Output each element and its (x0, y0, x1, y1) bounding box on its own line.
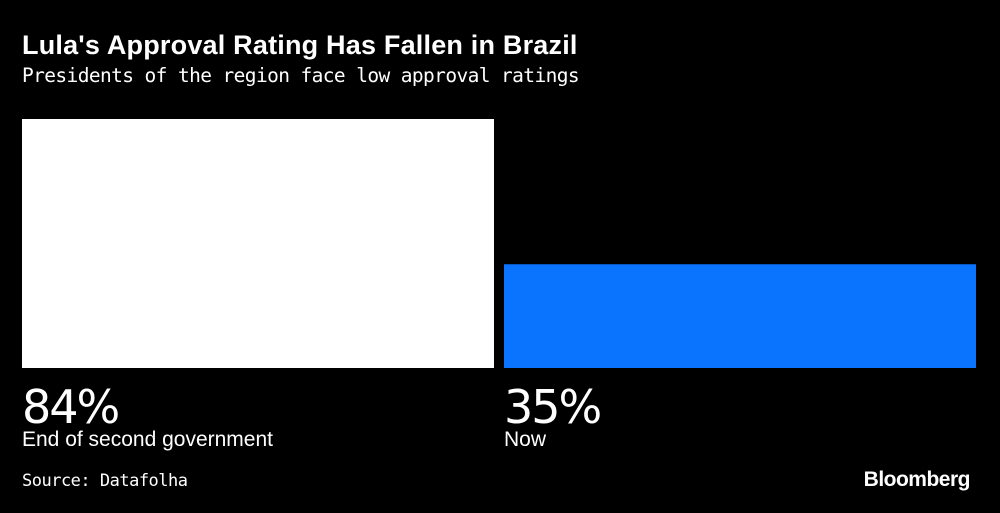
bar-1 (504, 264, 976, 368)
bar-chart: 84%End of second government 35%Now (22, 119, 976, 451)
category-label-0: End of second government (22, 428, 273, 451)
value-label-0: 84% (22, 380, 119, 434)
source-note: Source: Datafolha (22, 471, 188, 491)
bloomberg-logo: Bloomberg (863, 468, 971, 491)
chart-title: Lula's Approval Rating Has Fallen in Bra… (22, 30, 578, 60)
bar-0 (22, 119, 494, 368)
category-label-1: Now (504, 428, 547, 451)
chart-subtitle: Presidents of the region face low approv… (22, 64, 580, 87)
value-label-1: 35% (504, 380, 601, 434)
